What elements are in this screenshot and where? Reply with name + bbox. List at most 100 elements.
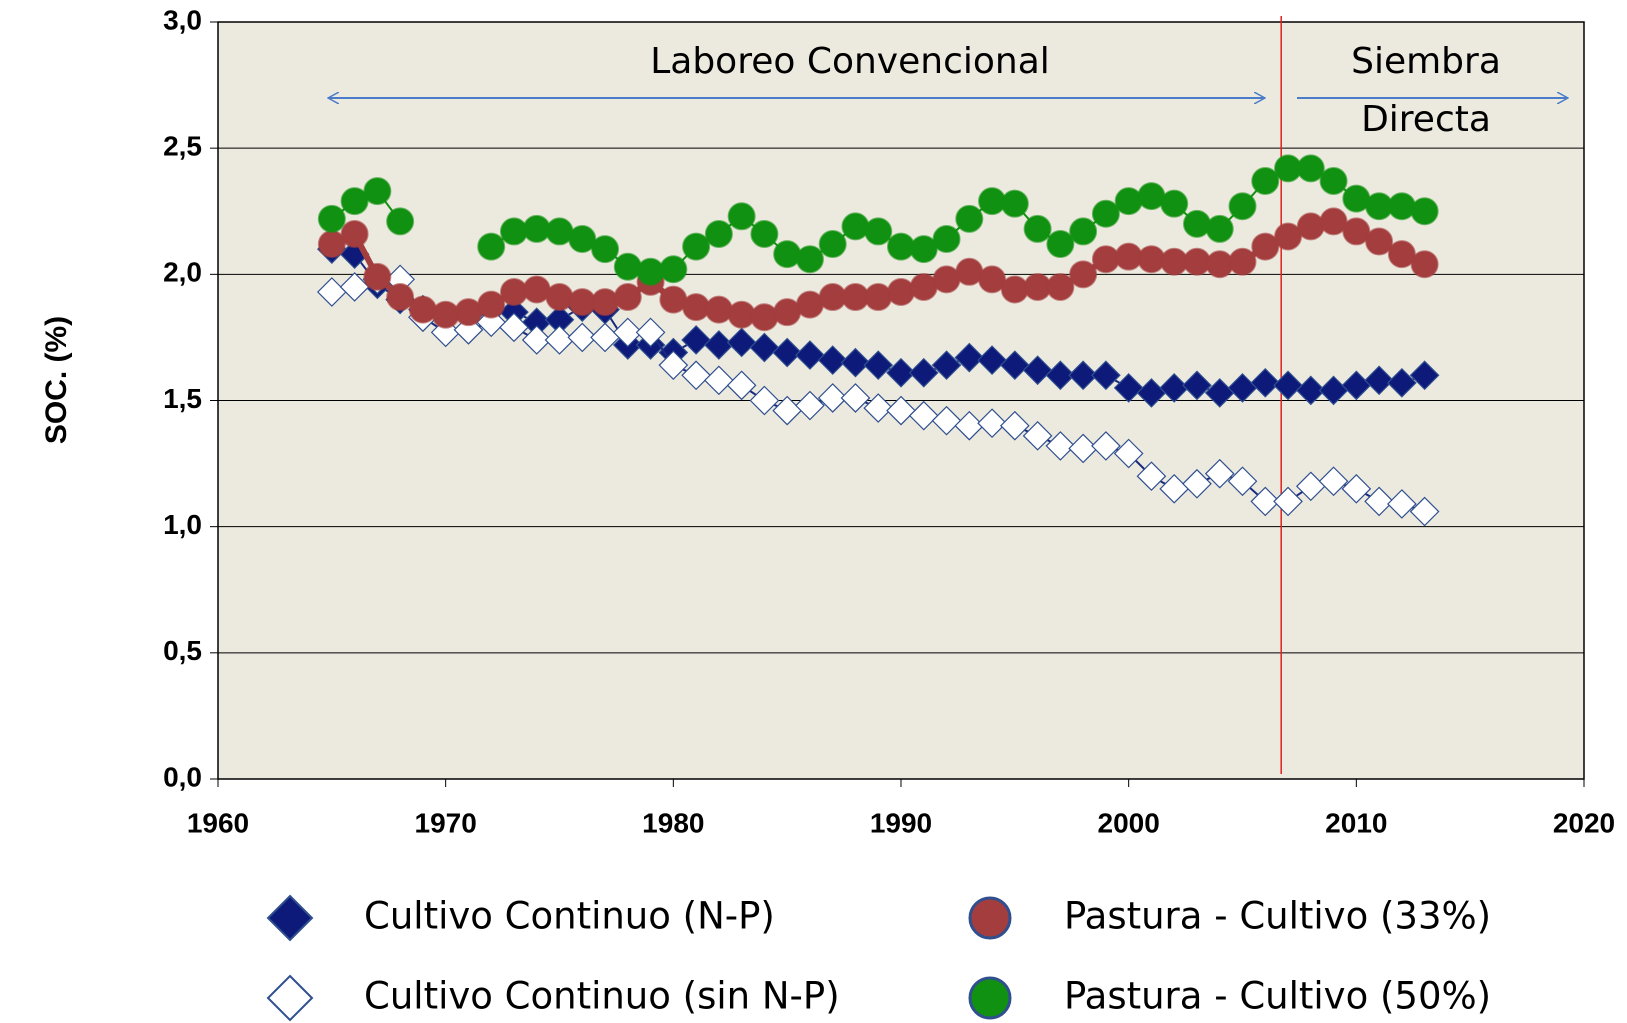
marker [817, 383, 848, 413]
marker [1068, 433, 1098, 464]
marker [999, 410, 1030, 441]
marker [1091, 431, 1121, 461]
marker [1091, 360, 1121, 391]
marker [591, 235, 620, 264]
marker [1387, 367, 1417, 398]
series-markers [317, 207, 1439, 332]
annotation: Directa [1361, 99, 1491, 140]
marker [1159, 373, 1190, 403]
legend-item: Pastura - Cultivo (33%) [968, 895, 1491, 940]
marker [339, 272, 370, 302]
legend-label: Cultivo Continuo (N-P) [364, 895, 775, 938]
y-tick-label: 1,0 [163, 509, 202, 540]
y-tick-label: 0,0 [163, 761, 202, 792]
marker [978, 265, 1007, 294]
y-tick-label: 2,0 [163, 257, 202, 288]
marker [340, 219, 369, 248]
marker [1045, 431, 1076, 461]
y-tick-label: 3,0 [163, 4, 202, 35]
marker [545, 283, 574, 312]
marker [1022, 355, 1053, 386]
marker [704, 330, 734, 360]
marker [999, 350, 1030, 381]
marker [908, 400, 939, 431]
marker [682, 232, 711, 261]
marker [1342, 217, 1371, 246]
marker [613, 283, 642, 312]
marker [749, 332, 780, 363]
marker [749, 385, 780, 416]
marker [1023, 214, 1052, 243]
marker [1113, 373, 1144, 403]
marker [864, 217, 893, 246]
marker [887, 277, 915, 306]
marker [1068, 360, 1098, 391]
marker [1250, 367, 1281, 398]
marker [1251, 232, 1280, 261]
y-tick-label: 1,5 [163, 383, 202, 414]
marker [1364, 486, 1394, 517]
annotation: Siembra [1351, 41, 1501, 82]
marker [795, 245, 824, 274]
marker [932, 225, 961, 254]
marker [750, 219, 779, 248]
marker [727, 202, 756, 231]
marker [1205, 214, 1234, 243]
marker [795, 340, 825, 370]
marker [1046, 230, 1075, 259]
marker [635, 317, 666, 348]
marker [977, 345, 1007, 375]
marker [1364, 365, 1394, 396]
marker [863, 393, 894, 423]
marker [1250, 486, 1281, 517]
marker [568, 225, 597, 254]
marker [840, 347, 871, 378]
marker [613, 252, 642, 281]
plot-border [217, 21, 1585, 780]
legend-item: Pastura - Cultivo (50%) [968, 975, 1491, 1020]
marker [266, 894, 314, 942]
marker [1387, 192, 1416, 221]
marker [931, 405, 962, 436]
marker [1295, 375, 1326, 406]
marker [544, 325, 575, 355]
marker [1410, 197, 1439, 226]
marker [317, 204, 346, 233]
marker [681, 360, 711, 391]
legend-item: Cultivo Continuo (N-P) [266, 894, 775, 942]
x-tick-label: 2000 [1098, 807, 1160, 838]
marker [591, 288, 620, 317]
y-tick-label: 0,5 [163, 635, 202, 666]
marker [363, 177, 392, 206]
marker [1204, 458, 1235, 489]
marker [521, 325, 552, 355]
x-tick-label: 1960 [187, 807, 249, 838]
marker [477, 232, 506, 261]
marker [1228, 247, 1257, 276]
legend-label: Pastura - Cultivo (50%) [1064, 975, 1491, 1018]
marker [773, 240, 802, 269]
x-tick-label: 2020 [1553, 807, 1615, 838]
y-axis-label: SOC. (%) [40, 316, 73, 444]
marker [968, 976, 1012, 1020]
marker [612, 317, 643, 348]
marker [1045, 360, 1076, 391]
marker [908, 357, 939, 388]
marker [1296, 154, 1325, 183]
marker [266, 974, 314, 1022]
marker [1273, 486, 1303, 517]
marker [567, 322, 598, 353]
marker [954, 342, 985, 373]
marker [1319, 207, 1348, 236]
marker [477, 290, 506, 319]
marker [1387, 489, 1417, 519]
marker [681, 325, 711, 355]
marker [1409, 360, 1440, 391]
marker [750, 303, 779, 332]
marker [817, 345, 848, 375]
y-tick-label: 2,5 [163, 131, 202, 162]
x-tick-label: 1980 [642, 807, 704, 838]
marker [726, 370, 757, 401]
legend-label: Cultivo Continuo (sin N-P) [364, 975, 840, 1018]
